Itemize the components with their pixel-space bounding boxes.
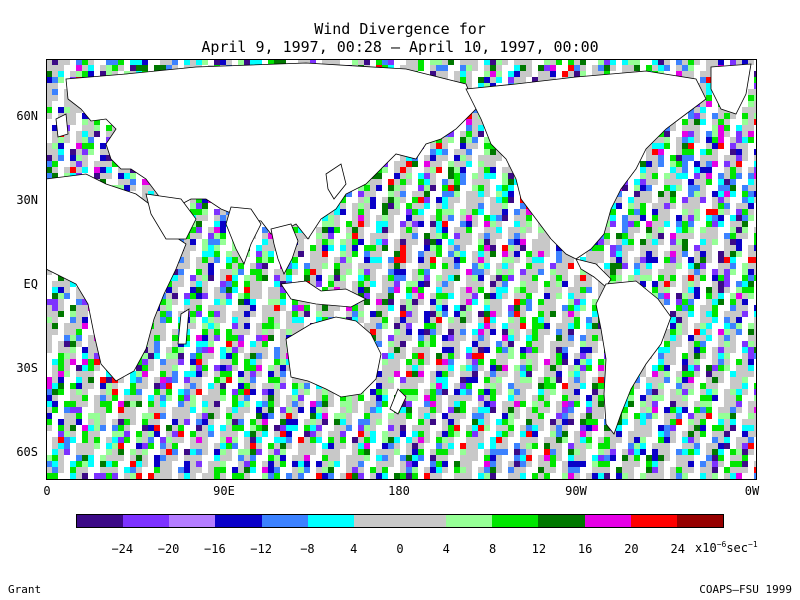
colorbar-tick-label: −8 — [300, 542, 315, 556]
colorbar-tick-label: −12 — [250, 542, 272, 556]
colorbar-swatch-11 — [584, 515, 631, 527]
lon-label-0w: 0W — [744, 484, 760, 498]
lat-label-eq: EQ — [23, 277, 38, 291]
colorbar-swatch-7 — [399, 515, 447, 527]
colorbar-swatch-12 — [630, 515, 677, 527]
credit-author: Grant — [8, 583, 42, 596]
colorbar — [76, 514, 724, 528]
colorbar-units: x10−6sec−1 — [695, 540, 758, 555]
colorbar-swatch-5 — [307, 515, 354, 527]
lat-label-60s: 60S — [16, 445, 38, 459]
colorbar-tick-label: 20 — [624, 542, 639, 556]
colorbar-swatch-10 — [538, 515, 585, 527]
colorbar-labels: −24 −20 −16 −12 −8 4 0 4 8 12 16 20 24 — [0, 542, 800, 558]
lon-label-90w: 90W — [565, 484, 587, 498]
lat-label-30s: 30S — [16, 361, 38, 375]
colorbar-tick-label: 12 — [531, 542, 547, 556]
land-greenland — [710, 63, 752, 115]
colorbar-tick-label: −16 — [204, 542, 226, 556]
land-arabia — [145, 193, 197, 240]
land-indochina — [270, 223, 299, 275]
lat-label-30n: 30N — [16, 193, 38, 207]
map-border — [46, 59, 757, 480]
colorbar-swatch-2 — [169, 515, 216, 527]
map-frame — [46, 59, 757, 480]
land-south-america — [595, 280, 672, 435]
land-north-america — [465, 70, 707, 260]
divergence-map — [46, 59, 757, 480]
colorbar-tick-label: −24 — [111, 542, 134, 556]
lon-label-0: 0 — [43, 484, 51, 498]
colorbar-swatch-1 — [123, 515, 170, 527]
land-madagascar — [177, 308, 190, 345]
colorbar-swatch-3 — [215, 515, 262, 527]
colorbar-tick-label: 4 — [350, 542, 358, 556]
lat-label-60n: 60N — [16, 109, 38, 123]
land-uk — [55, 113, 69, 138]
colorbar-swatch-6 — [353, 515, 400, 527]
colorbar-swatch-9 — [492, 515, 539, 527]
land-india — [225, 206, 262, 265]
land-indonesia — [280, 280, 367, 308]
colorbar-swatch-8 — [446, 515, 493, 527]
colorbar-tick-label: 0 — [396, 542, 404, 556]
land-new-zealand — [389, 388, 407, 415]
colorbar-tick-label: −20 — [157, 542, 180, 556]
lon-label-180: 180 — [388, 484, 410, 498]
land-africa — [46, 173, 187, 382]
colorbar-swatch-13 — [676, 515, 723, 527]
land-australia — [285, 316, 382, 398]
credit-institution: COAPS–FSU 1999 — [699, 583, 792, 596]
title-line-2: April 9, 1997, 00:28 – April 10, 1997, 0… — [201, 38, 599, 56]
colorbar-swatch-4 — [261, 515, 308, 527]
title-line-1: Wind Divergence for — [314, 20, 486, 38]
colorbar-tick-label: 24 — [670, 542, 685, 556]
colorbar-tick-label: 4 — [442, 542, 450, 556]
colorbar-tick-label: 8 — [488, 542, 497, 556]
land-japan — [325, 163, 347, 200]
colorbar-tick-label: 16 — [577, 542, 593, 556]
continents — [46, 62, 752, 435]
lon-label-90e: 90E — [213, 484, 235, 498]
colorbar-swatch-0 — [77, 515, 124, 527]
